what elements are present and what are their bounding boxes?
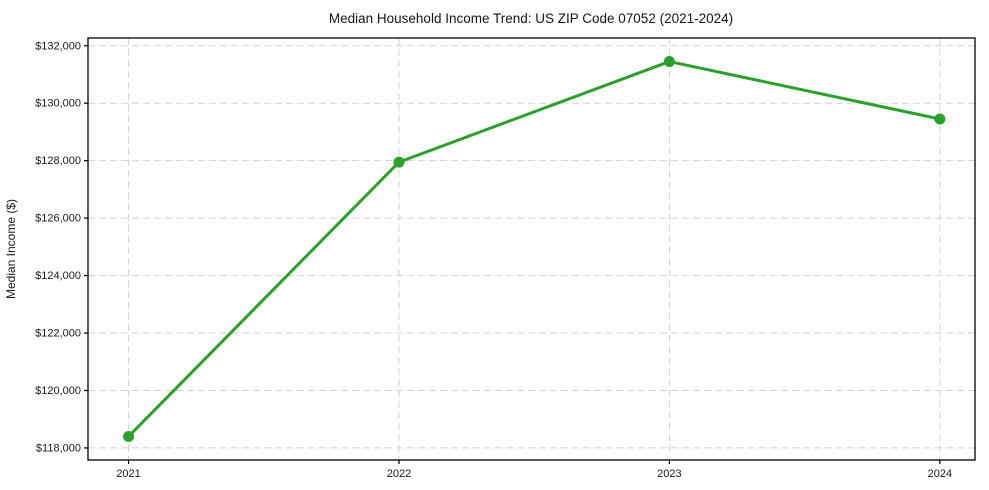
y-tick-label: $118,000 (36, 442, 81, 454)
y-tick-label: $128,000 (35, 155, 81, 167)
y-tick-label: $120,000 (35, 385, 81, 397)
x-tick-label: 2023 (657, 468, 681, 480)
data-point-2024 (934, 113, 946, 125)
income-trend-line (127, 60, 942, 438)
y-tick-label: $130,000 (35, 98, 81, 110)
x-tick-label: 2021 (116, 468, 140, 480)
data-point-2022 (393, 156, 405, 168)
data-point-2021 (123, 430, 135, 442)
y-tick-label: $122,000 (35, 328, 81, 340)
x-tick-label: 2024 (928, 468, 952, 480)
y-tick-label: $126,000 (35, 213, 81, 225)
y-axis-label: Median Income ($) (4, 199, 18, 299)
data-point-markers (123, 56, 946, 442)
plot-border (87, 37, 976, 461)
y-tick-label: $132,000 (35, 40, 81, 52)
y-tick-label: $124,000 (35, 270, 81, 282)
x-tick-label: 2022 (387, 468, 411, 480)
chart-title: Median Household Income Trend: US ZIP Co… (329, 11, 733, 26)
axis-ticks: $118,000 $120,000 $122,000 $124,000 $126,000… (35, 40, 952, 480)
gridlines (88, 38, 975, 460)
data-point-2023 (663, 56, 675, 68)
